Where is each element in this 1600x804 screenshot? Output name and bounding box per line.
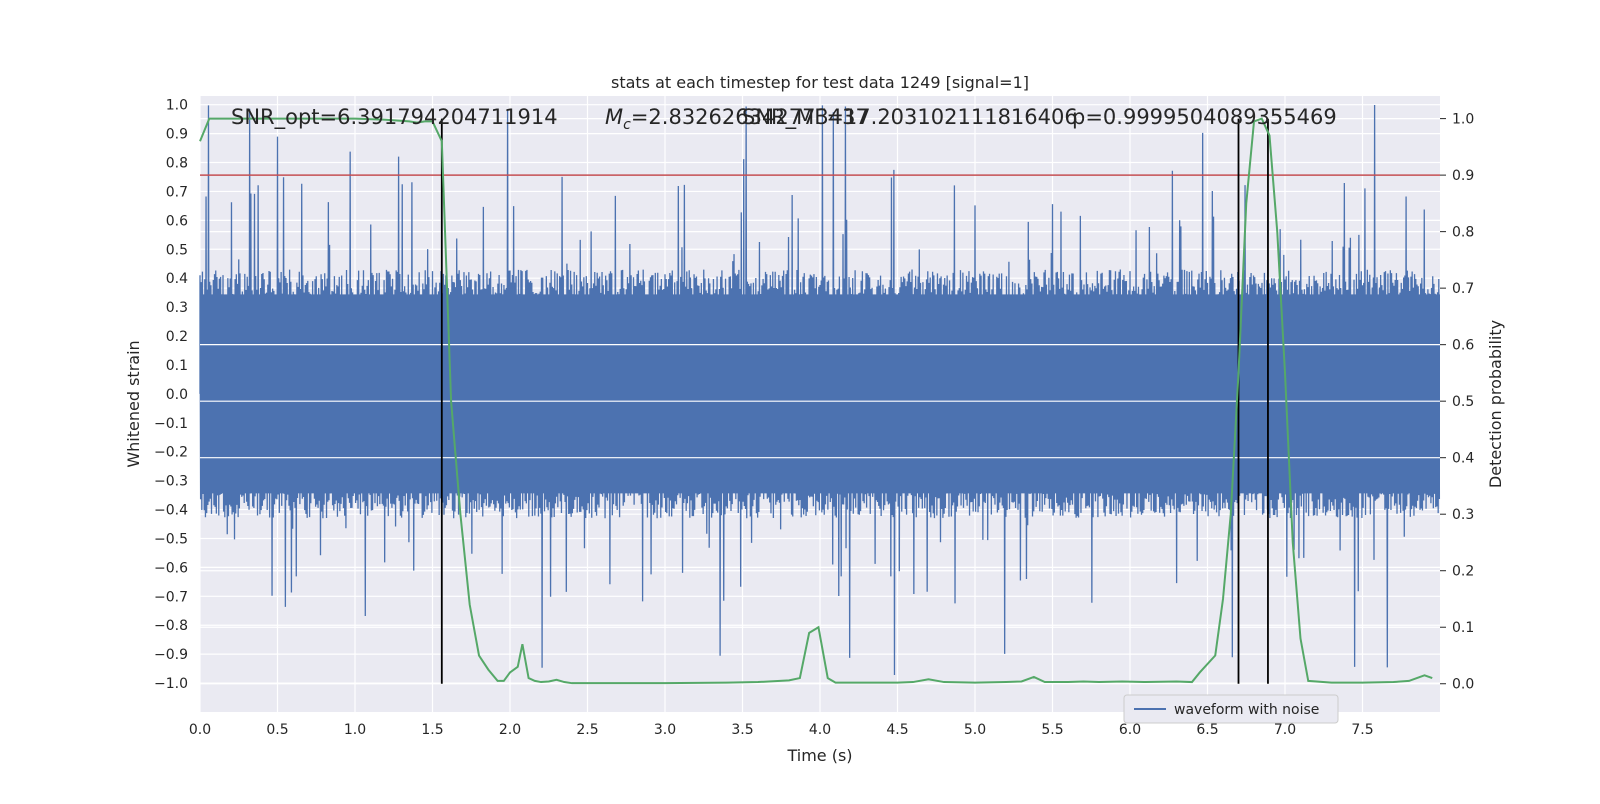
y-right-tick-label: 0.5 bbox=[1452, 394, 1474, 410]
y-left-tick-label: 0.5 bbox=[166, 242, 188, 258]
y-left-tick-label: 0.0 bbox=[166, 387, 188, 403]
chart-title: stats at each timestep for test data 124… bbox=[611, 73, 1029, 92]
x-tick-label: 0.5 bbox=[266, 722, 288, 738]
y-left-tick-label: 0.1 bbox=[166, 358, 188, 374]
y-left-tick-labels: 1.0 0.9 0.8 0.7 0.6 0.5 0.4 0.3 0.2 0.1 0.0 −0.1 −0.… bbox=[154, 98, 188, 692]
y-left-tick-label: −0.5 bbox=[154, 531, 188, 547]
x-tick-label: 0.0 bbox=[189, 722, 211, 738]
y-left-tick-label: −0.4 bbox=[154, 503, 188, 519]
x-tick-label: 5.5 bbox=[1041, 722, 1063, 738]
y-right-tick-label: 0.3 bbox=[1452, 507, 1474, 523]
x-tick-label: 2.5 bbox=[576, 722, 598, 738]
y-left-tick-label: 0.8 bbox=[166, 156, 188, 172]
y-left-tick-label: 0.6 bbox=[166, 213, 188, 229]
y-right-tick-label: 0.2 bbox=[1452, 564, 1474, 580]
y-right-tick-label: 1.0 bbox=[1452, 112, 1474, 128]
y-left-tick-label: 0.7 bbox=[166, 184, 188, 200]
x-tick-label: 7.0 bbox=[1274, 722, 1296, 738]
x-tick-label: 3.5 bbox=[731, 722, 753, 738]
y-left-tick-label: 0.4 bbox=[166, 271, 188, 287]
y-left-tick-label: 1.0 bbox=[166, 98, 188, 114]
probability-series-line bbox=[199, 117, 1433, 685]
legend-entry-waveform: waveform with noise bbox=[1174, 702, 1319, 718]
y-right-tick-label: 0.6 bbox=[1452, 338, 1474, 354]
x-tick-label: 4.0 bbox=[809, 722, 831, 738]
y-left-tick-label: −1.0 bbox=[154, 676, 188, 692]
annotation-probability: p=0.9999504089355469 bbox=[1072, 105, 1337, 129]
y-left-tick-label: −0.8 bbox=[154, 618, 188, 634]
x-tick-label: 6.0 bbox=[1119, 722, 1141, 738]
y-left-tick-label: −0.3 bbox=[154, 474, 188, 490]
y-right-tick-label: 0.0 bbox=[1452, 677, 1474, 693]
y-left-tick-label: 0.3 bbox=[166, 300, 188, 316]
waveform-core-band bbox=[200, 294, 1440, 494]
y-left-tick-label: 0.9 bbox=[166, 127, 188, 143]
y-left-tick-label: −0.7 bbox=[154, 589, 188, 605]
y-left-axis-label: Whitened strain bbox=[124, 340, 143, 467]
annotation-snr-opt: SNR_opt=6.391794204711914 bbox=[231, 105, 558, 130]
event-markers bbox=[440, 118, 1269, 684]
y-right-tick-labels: 1.0 0.9 0.8 0.7 0.6 0.5 0.4 0.3 0.2 0.1 0.0 bbox=[1440, 112, 1474, 693]
y-right-tick-label: 0.8 bbox=[1452, 225, 1474, 241]
x-tick-label: 5.0 bbox=[964, 722, 986, 738]
x-tick-label: 1.5 bbox=[421, 722, 443, 738]
y-right-axis-label: Detection probability bbox=[1486, 320, 1505, 488]
x-tick-label: 1.0 bbox=[344, 722, 366, 738]
x-tick-labels: 0.0 0.5 1.0 1.5 2.0 2.5 3.0 3.5 4.0 4.5 5.0 5.5 6.0 6… bbox=[189, 722, 1374, 738]
x-tick-label: 7.5 bbox=[1351, 722, 1373, 738]
y-right-tick-label: 0.4 bbox=[1452, 451, 1474, 467]
y-right-tick-label: 0.9 bbox=[1452, 168, 1474, 184]
y-left-tick-label: −0.2 bbox=[154, 445, 188, 461]
annotation-chirp-mass: Mc=2.832626342773437 bbox=[605, 105, 869, 133]
y-left-tick-label: −0.6 bbox=[154, 560, 188, 576]
x-tick-label: 2.0 bbox=[499, 722, 521, 738]
x-tick-label: 6.5 bbox=[1196, 722, 1218, 738]
y-left-tick-label: −0.1 bbox=[154, 416, 188, 432]
legend: waveform with noise bbox=[1123, 694, 1339, 724]
y-left-tick-label: −0.9 bbox=[154, 647, 188, 663]
x-tick-label: 3.0 bbox=[654, 722, 676, 738]
annotation-snr-mf: SNR_MF=17.203102111816406 bbox=[742, 105, 1078, 130]
x-axis-label: Time (s) bbox=[786, 746, 852, 765]
y-right-tick-label: 0.1 bbox=[1452, 620, 1474, 636]
x-tick-label: 4.5 bbox=[886, 722, 908, 738]
legend-box bbox=[1123, 694, 1339, 724]
y-left-tick-label: 0.2 bbox=[166, 329, 188, 345]
y-right-tick-label: 0.7 bbox=[1452, 281, 1474, 297]
